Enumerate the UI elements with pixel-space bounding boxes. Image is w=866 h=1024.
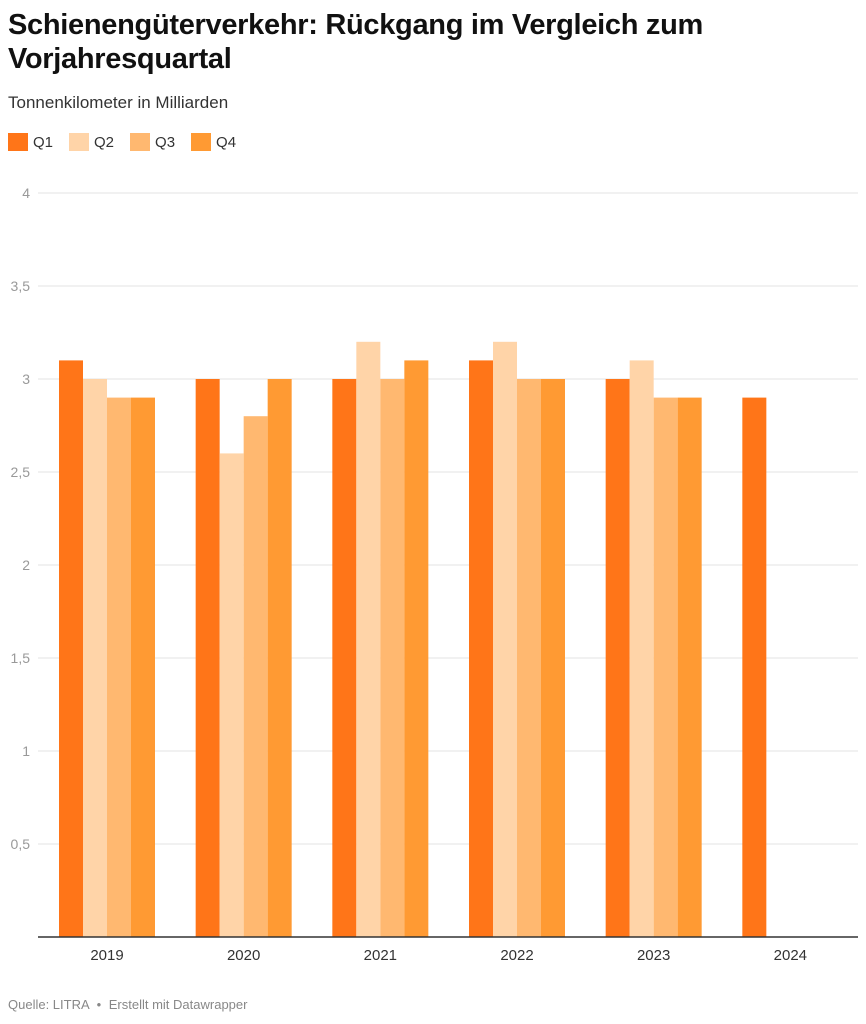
bar-2019-q2 — [83, 379, 107, 937]
bar-2022-q4 — [541, 379, 565, 937]
source-label: Quelle: LITRA — [8, 997, 89, 1012]
bar-2019-q1 — [59, 360, 83, 937]
bar-2019-q3 — [107, 397, 131, 938]
bar-2022-q3 — [517, 379, 541, 937]
bar-2022-q2 — [493, 341, 517, 937]
legend-swatch — [130, 133, 151, 151]
bar-2023-q1 — [605, 379, 630, 937]
chart-footer: Quelle: LITRA • Erstellt mit Datawrapper — [8, 997, 247, 1012]
y-tick-label: 4 — [22, 185, 30, 201]
chart-title: Schienengüterverkehr: Rückgang im Vergle… — [8, 9, 703, 75]
bar-2021-q2 — [356, 341, 381, 937]
y-tick-label: 1 — [22, 743, 30, 759]
bar-chart: 0,5 1 1,5 2 2,5 3 3,5 4 2019 2020 2021 2022 2023 2024 — [11, 185, 858, 964]
legend-label: Q4 — [216, 133, 237, 151]
y-tick-label: 3,5 — [11, 278, 31, 294]
y-tick-label: 2 — [22, 557, 30, 573]
legend-item-q1: Q1 — [8, 133, 53, 151]
footer-separator: • — [96, 997, 102, 1012]
bar-2020-q3 — [243, 416, 268, 937]
legend-item-q2: Q2 — [69, 133, 114, 151]
y-tick-label: 1,5 — [11, 650, 31, 666]
bar-2020-q2 — [219, 453, 244, 937]
legend-swatch — [191, 133, 212, 151]
legend-swatch — [8, 133, 28, 151]
bar-2022-q1 — [469, 360, 493, 937]
y-tick-label: 0,5 — [11, 836, 31, 852]
legend-item-q3: Q3 — [130, 133, 175, 151]
credit-label: Erstellt mit Datawrapper — [108, 997, 248, 1012]
x-tick-label: 2024 — [774, 947, 807, 964]
bar-2020-q4 — [267, 379, 292, 937]
bar-2021-q3 — [380, 379, 405, 937]
legend-item-q4: Q4 — [191, 133, 236, 151]
bar-2024-q1 — [742, 397, 767, 938]
legend-label: Q3 — [155, 133, 176, 151]
legend-label: Q1 — [33, 133, 54, 151]
x-tick-label: 2019 — [90, 947, 123, 964]
legend-swatch — [69, 133, 90, 151]
legend-label: Q2 — [94, 133, 115, 151]
bar-2021-q1 — [332, 379, 357, 937]
chart-subtitle: Tonnenkilometer in Milliarden — [8, 93, 229, 112]
y-tick-label: 2,5 — [11, 464, 31, 480]
bar-2023-q4 — [677, 397, 702, 938]
x-tick-label: 2020 — [227, 947, 260, 964]
y-tick-label: 3 — [22, 371, 30, 387]
x-tick-label: 2021 — [364, 947, 397, 964]
chart-legend: Q1 Q2 Q3 Q4 — [8, 133, 252, 151]
x-tick-label: 2022 — [500, 947, 533, 964]
bar-2020-q1 — [195, 379, 220, 937]
bar-2023-q2 — [629, 360, 654, 937]
x-tick-label: 2023 — [637, 947, 670, 964]
bar-2021-q4 — [404, 360, 429, 937]
bar-2023-q3 — [653, 397, 678, 938]
bar-2019-q4 — [131, 397, 155, 938]
